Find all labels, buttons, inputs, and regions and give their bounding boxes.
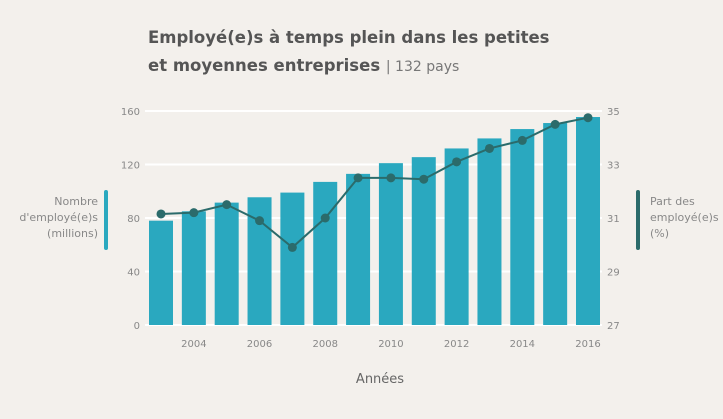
left-legend-line: (millions) [47,227,98,240]
line-point [386,173,396,183]
line-point [255,216,265,226]
line-point [189,208,199,218]
left-axis-legend: Nombre d'employé(e)s (millions) [19,194,98,242]
left-tick-label: 120 [121,161,140,172]
bar [346,173,371,325]
line-point [452,157,462,167]
right-tick-label: 33 [607,161,620,172]
x-tick-label: 2004 [181,339,206,350]
title-line-1: Employé(e)s à temps plein dans les petit… [148,28,550,47]
bar [247,197,272,325]
line-point [222,200,232,210]
line-point [517,135,527,145]
bar [477,138,502,325]
line-point [583,113,593,123]
x-tick-label: 2012 [444,339,469,350]
x-axis-label: Années [355,372,405,387]
x-tick-label: 2010 [378,339,403,350]
title-line-2-text: et moyennes entreprises [148,56,381,75]
right-tick-label: 29 [607,268,620,279]
line-point [287,242,297,252]
bar [378,163,403,325]
right-axis-legend: Part des employé(e)s (%) [650,194,719,242]
left-tick-label: 80 [127,214,140,225]
line-point [353,173,363,183]
right-legend-swatch [636,190,640,250]
left-tick-label: 0 [134,321,140,332]
line-point [484,143,494,153]
bar [214,202,239,325]
bar [543,123,568,325]
right-legend-line: Part des [650,195,695,208]
bar [576,117,600,325]
right-tick-label: 31 [607,214,620,225]
title-line-2: et moyennes entreprises | 132 pays [148,52,550,81]
x-tick-label: 2014 [510,339,535,350]
bar [149,220,173,325]
left-legend-swatch [104,190,108,250]
chart-title: Employé(e)s à temps plein dans les petit… [148,24,550,81]
right-legend-line: employé(e)s [650,211,719,224]
left-legend-line: Nombre [54,195,98,208]
x-tick-label: 2008 [313,339,338,350]
left-legend-line: d'employé(e)s [19,211,98,224]
bar [411,157,436,325]
bar [510,129,535,325]
left-tick-label: 160 [121,107,140,118]
line-point [550,119,560,129]
right-legend-line: (%) [650,227,670,240]
bar [313,181,338,325]
bar [444,148,469,325]
right-tick-label: 35 [607,107,620,118]
line-series [160,116,589,249]
bar [280,192,305,325]
bar [181,211,206,325]
x-tick-label: 2016 [575,339,600,350]
line-point [419,174,429,184]
left-tick-label: 40 [127,268,140,279]
right-tick-label: 27 [607,321,620,332]
line-point [156,209,166,219]
line-point [320,213,330,223]
chart-subtitle: | 132 pays [385,59,460,75]
x-tick-label: 2006 [247,339,272,350]
